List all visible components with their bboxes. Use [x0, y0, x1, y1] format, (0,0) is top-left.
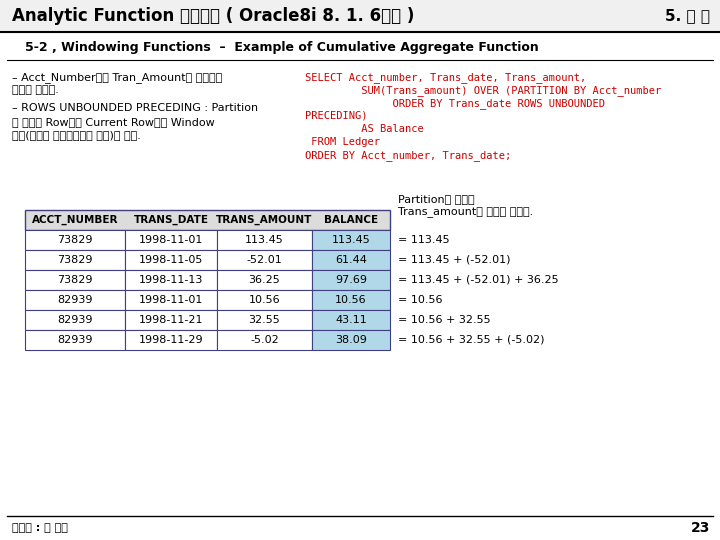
Text: 36.25: 36.25 [248, 275, 280, 285]
Text: 1998-11-21: 1998-11-21 [139, 315, 203, 325]
Text: – Acct_Number별로 Tran_Amount로 정렬해서: – Acct_Number별로 Tran_Amount로 정렬해서 [12, 72, 222, 83]
Bar [312, 290, 390, 310]
Bar [25, 290, 125, 310]
Text: BALANCE: BALANCE [324, 215, 378, 225]
Text: Partition에 대해서: Partition에 대해서 [398, 194, 474, 204]
Bar [217, 330, 312, 350]
Text: 누계를 구한다.: 누계를 구한다. [12, 85, 59, 96]
Bar [312, 250, 390, 270]
Bar [312, 270, 390, 290]
Text: 73829: 73829 [58, 255, 93, 265]
Bar [217, 290, 312, 310]
Text: ORDER BY Trans_date ROWS UNBOUNDED: ORDER BY Trans_date ROWS UNBOUNDED [305, 98, 605, 109]
Bar [125, 310, 217, 330]
Bar [312, 330, 390, 350]
Text: 82939: 82939 [58, 335, 93, 345]
Text: 113.45: 113.45 [332, 235, 370, 245]
Text: 1998-11-13: 1998-11-13 [139, 275, 203, 285]
Text: 범위(실제로 계산되어지는 범위)가 된다.: 범위(실제로 계산되어지는 범위)가 된다. [12, 130, 141, 140]
Text: SELECT Acct_number, Trans_date, Trans_amount,: SELECT Acct_number, Trans_date, Trans_am… [305, 72, 586, 83]
Bar [25, 250, 125, 270]
Text: – ROWS UNBOUNDED PRECEDING : Partition: – ROWS UNBOUNDED PRECEDING : Partition [12, 103, 258, 113]
Text: -52.01: -52.01 [247, 255, 282, 265]
Text: = 10.56: = 10.56 [398, 295, 443, 305]
Bar [25, 310, 125, 330]
Text: 73829: 73829 [58, 275, 93, 285]
Text: = 10.56 + 32.55 + (-5.02): = 10.56 + 32.55 + (-5.02) [398, 335, 544, 345]
Bar [125, 290, 217, 310]
Text: 5-2 , Windowing Functions  –  Example of Cumulative Aggregate Function: 5-2 , Windowing Functions – Example of C… [25, 42, 539, 55]
Text: 10.56: 10.56 [336, 295, 366, 305]
Bar [125, 330, 217, 350]
Text: 의 첫번째 Row부터 Current Row까지 Window: 의 첫번째 Row부터 Current Row까지 Window [12, 117, 215, 126]
Text: 1998-11-29: 1998-11-29 [139, 335, 203, 345]
Bar [25, 230, 125, 250]
Text: = 113.45 + (-52.01): = 113.45 + (-52.01) [398, 255, 510, 265]
Text: 43.11: 43.11 [335, 315, 367, 325]
Bar [217, 310, 312, 330]
Text: 5. 예 제: 5. 예 제 [665, 9, 710, 24]
Text: 82939: 82939 [58, 295, 93, 305]
Bar [217, 270, 312, 290]
Bar [25, 330, 125, 350]
Text: 23: 23 [690, 521, 710, 535]
Text: 38.09: 38.09 [335, 335, 367, 345]
Bar [312, 230, 390, 250]
Bar [125, 250, 217, 270]
Text: 10.56: 10.56 [248, 295, 280, 305]
Text: 73829: 73829 [58, 235, 93, 245]
Bar [125, 270, 217, 290]
Text: = 113.45 + (-52.01) + 36.25: = 113.45 + (-52.01) + 36.25 [398, 275, 559, 285]
Bar [25, 270, 125, 290]
Text: = 113.45: = 113.45 [398, 235, 449, 245]
Bar [217, 230, 312, 250]
Bar [125, 230, 217, 250]
Text: 1998-11-01: 1998-11-01 [139, 235, 203, 245]
Bar [217, 250, 312, 270]
Text: AS Balance: AS Balance [305, 124, 424, 134]
Text: PRECEDING): PRECEDING) [305, 111, 367, 121]
Text: TRANS_DATE: TRANS_DATE [133, 215, 209, 225]
Text: 1998-11-05: 1998-11-05 [139, 255, 203, 265]
Text: TRANS_AMOUNT: TRANS_AMOUNT [216, 215, 312, 225]
Text: -5.02: -5.02 [250, 335, 279, 345]
Text: 61.44: 61.44 [335, 255, 367, 265]
Text: 1998-11-01: 1998-11-01 [139, 295, 203, 305]
Text: 97.69: 97.69 [335, 275, 367, 285]
Text: Analytic Function 활용하기 ( Oracle8i 8. 1. 6이상 ): Analytic Function 활용하기 ( Oracle8i 8. 1. … [12, 7, 415, 25]
Text: 32.55: 32.55 [248, 315, 280, 325]
Text: FROM Ledger: FROM Ledger [305, 137, 380, 147]
Text: SUM(Trans_amount) OVER (PARTITION BY Acct_number: SUM(Trans_amount) OVER (PARTITION BY Acc… [305, 85, 661, 96]
Text: 113.45: 113.45 [245, 235, 284, 245]
Text: 82939: 82939 [58, 315, 93, 325]
Text: ORDER BY Acct_number, Trans_date;: ORDER BY Acct_number, Trans_date; [305, 150, 511, 161]
Text: ACCT_NUMBER: ACCT_NUMBER [32, 215, 118, 225]
Text: Trans_amount의 누계를 구한다.: Trans_amount의 누계를 구한다. [398, 206, 534, 217]
Text: = 10.56 + 32.55: = 10.56 + 32.55 [398, 315, 490, 325]
Bar [25, 210, 390, 230]
Bar [312, 310, 390, 330]
Text: 학성자 : 이 연재: 학성자 : 이 연재 [12, 523, 68, 533]
